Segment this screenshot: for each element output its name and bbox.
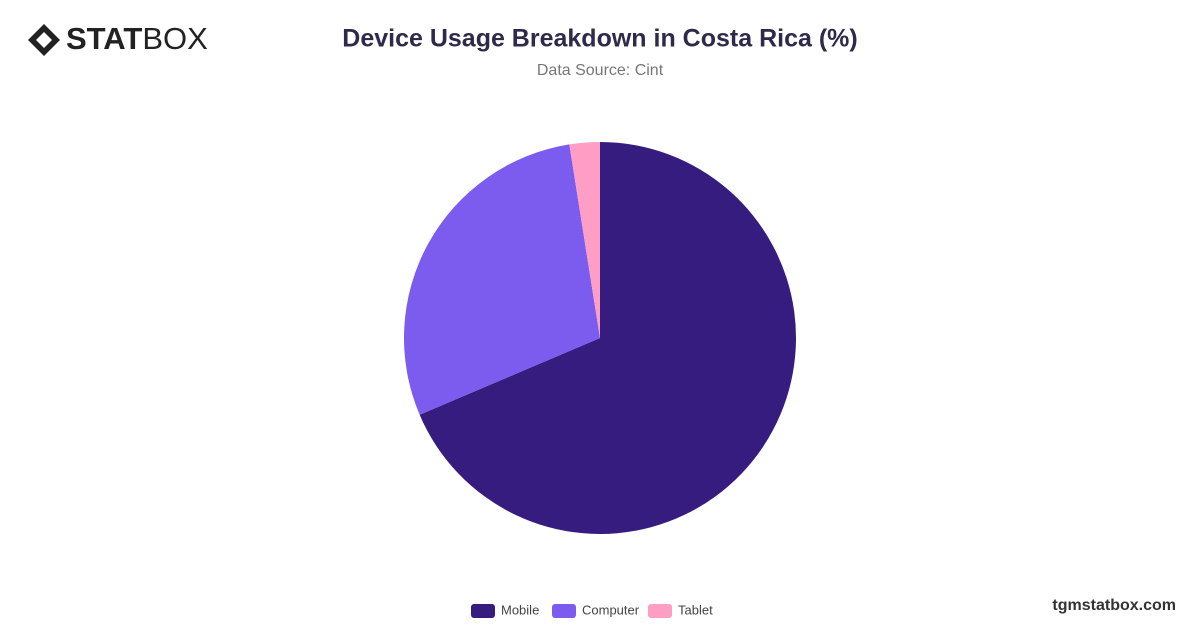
footer: tgmstatbox.com <box>1052 597 1176 614</box>
legend-label: Tablet <box>678 602 713 617</box>
legend-swatch <box>648 604 672 618</box>
legend-swatch <box>552 604 576 618</box>
pie-slice <box>404 144 600 415</box>
pie-slice <box>419 142 796 534</box>
pie-slice <box>569 142 600 338</box>
chart-title: Device Usage Breakdown in Costa Rica (%) <box>342 25 857 53</box>
legend-swatch <box>471 604 495 618</box>
chart-subtitle: Data Source: Cint <box>537 62 664 79</box>
logo-light: BOX <box>142 21 208 56</box>
logo-text: STATBOX <box>66 21 208 56</box>
logo: STATBOX <box>28 21 208 56</box>
legend-label: Computer <box>582 602 640 617</box>
legend-label: Mobile <box>501 602 539 617</box>
logo-icon-inner <box>36 32 52 48</box>
logo-bold: STAT <box>66 21 142 56</box>
